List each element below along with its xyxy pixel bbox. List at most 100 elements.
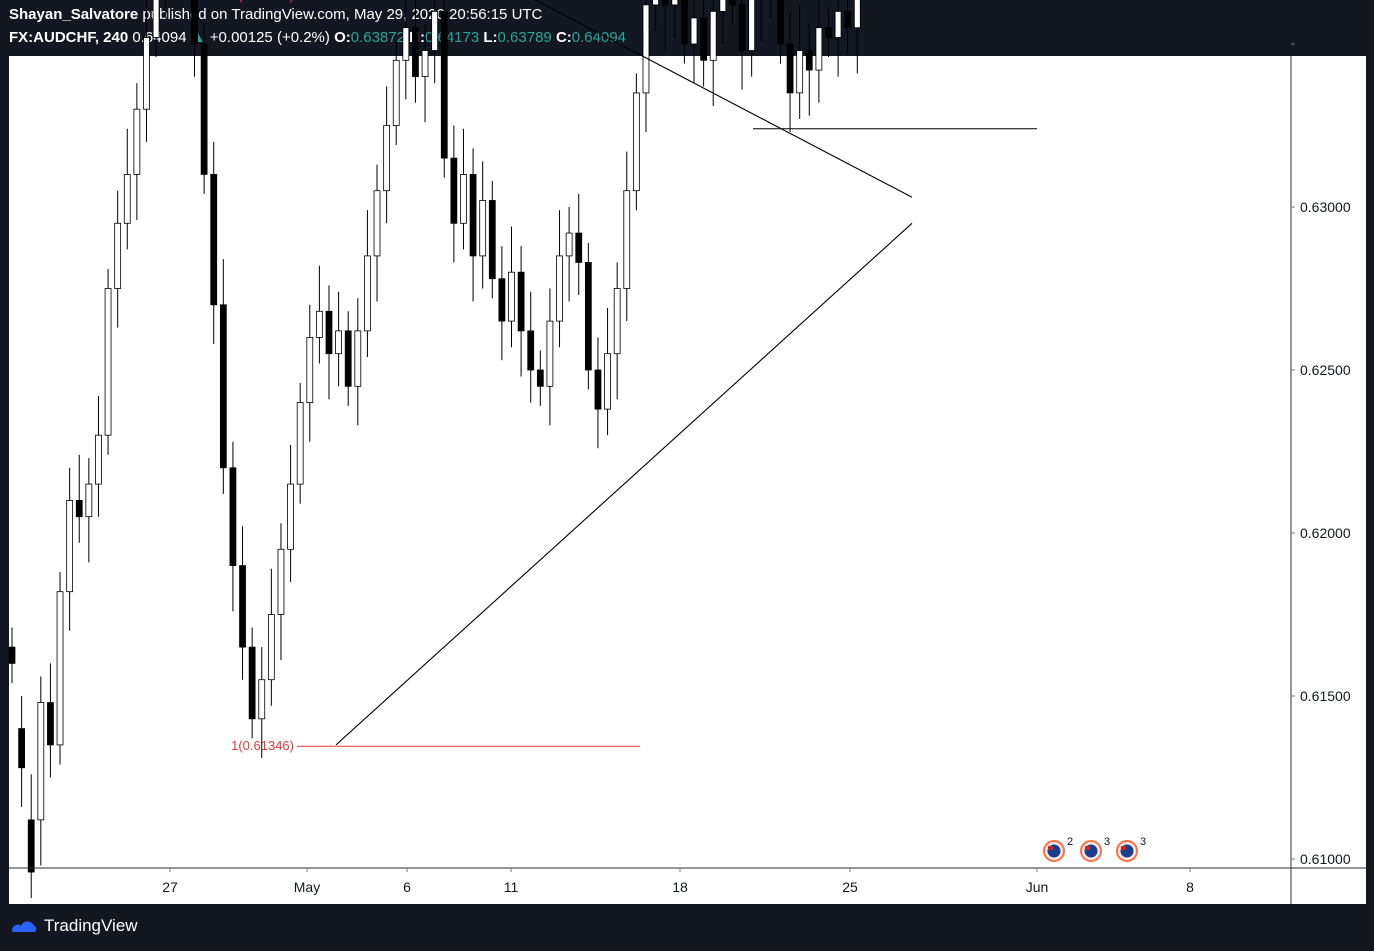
price-axis[interactable] <box>1291 56 1366 868</box>
candle[interactable] <box>508 271 515 322</box>
candle[interactable] <box>47 702 54 746</box>
candle[interactable] <box>8 646 16 664</box>
candle[interactable] <box>517 271 525 332</box>
candle[interactable] <box>536 369 544 387</box>
y-tick-label: 0.63500 <box>1300 36 1351 52</box>
low-label: L: <box>483 29 498 46</box>
candle[interactable] <box>748 0 756 51</box>
candle[interactable] <box>383 125 391 192</box>
event-marker[interactable]: 2 <box>1043 836 1073 862</box>
candle[interactable] <box>191 0 198 45</box>
candle[interactable] <box>143 37 150 110</box>
candle[interactable] <box>123 173 131 224</box>
candle[interactable] <box>671 0 679 6</box>
candle[interactable] <box>777 0 784 45</box>
plot-area[interactable] <box>9 56 1291 868</box>
candle[interactable] <box>210 173 218 306</box>
flag-union-mark <box>1085 846 1090 850</box>
candle[interactable] <box>37 702 45 821</box>
candle[interactable] <box>729 0 736 6</box>
candle[interactable] <box>18 728 25 769</box>
time-axis[interactable] <box>9 868 1366 904</box>
candle[interactable] <box>700 17 707 61</box>
candle[interactable] <box>239 565 246 648</box>
candle[interactable] <box>316 310 323 338</box>
candle[interactable] <box>709 10 717 61</box>
symbol-label[interactable]: FX:AUDCHF, 240 <box>9 29 129 46</box>
candle[interactable] <box>200 43 208 175</box>
candle[interactable] <box>229 467 237 566</box>
event-marker[interactable]: 3 <box>1080 836 1110 862</box>
candle[interactable] <box>133 108 141 175</box>
candle[interactable] <box>344 330 352 387</box>
candle[interactable] <box>584 262 592 371</box>
candle[interactable] <box>556 255 563 322</box>
candle[interactable] <box>258 679 266 720</box>
candle[interactable] <box>152 0 160 38</box>
candle[interactable] <box>104 288 112 436</box>
candle[interactable] <box>498 278 506 322</box>
candle[interactable] <box>440 10 448 159</box>
candle[interactable] <box>604 353 611 410</box>
candle[interactable] <box>66 499 74 593</box>
candle[interactable] <box>546 320 554 387</box>
candle[interactable] <box>114 222 122 289</box>
trendline[interactable] <box>335 222 913 746</box>
candle[interactable] <box>565 232 573 257</box>
candle[interactable] <box>431 10 439 51</box>
event-marker[interactable]: 3 <box>1116 836 1146 862</box>
candle[interactable] <box>296 402 304 485</box>
candle[interactable] <box>844 10 852 29</box>
candle[interactable] <box>421 50 429 78</box>
candle[interactable] <box>623 190 631 289</box>
candle[interactable] <box>277 548 285 615</box>
candle[interactable] <box>56 591 64 746</box>
candle[interactable] <box>248 646 256 720</box>
candle[interactable] <box>661 0 669 6</box>
candle[interactable] <box>786 43 794 94</box>
candle[interactable] <box>75 499 83 518</box>
candle[interactable] <box>402 27 410 61</box>
candle[interactable] <box>738 4 746 51</box>
candle[interactable] <box>834 10 842 38</box>
candle[interactable] <box>575 232 583 263</box>
candle[interactable] <box>825 27 832 38</box>
candle[interactable] <box>219 304 227 469</box>
candle[interactable] <box>306 336 314 403</box>
author-name[interactable]: Shayan_Salvatore <box>9 6 139 23</box>
candle[interactable] <box>681 0 688 45</box>
candle[interactable] <box>594 369 602 410</box>
candle[interactable] <box>652 0 659 6</box>
candle[interactable] <box>642 4 650 94</box>
candle[interactable] <box>853 0 861 29</box>
candle[interactable] <box>815 27 823 71</box>
candle[interactable] <box>719 0 727 12</box>
candle[interactable] <box>412 27 419 78</box>
footer-brand[interactable]: TradingView <box>10 916 138 936</box>
candle[interactable] <box>392 59 400 126</box>
candle[interactable] <box>85 483 93 518</box>
candle[interactable] <box>805 50 813 71</box>
candle[interactable] <box>613 288 621 355</box>
candle[interactable] <box>527 330 535 371</box>
y-tick-label: 0.62500 <box>1300 362 1351 378</box>
candle[interactable] <box>364 255 371 332</box>
candle[interactable] <box>27 819 35 873</box>
candle[interactable] <box>479 200 487 257</box>
candle[interactable] <box>335 330 342 355</box>
candle[interactable] <box>469 173 477 257</box>
candle[interactable] <box>354 330 362 387</box>
candle[interactable] <box>450 157 458 224</box>
candle[interactable] <box>267 614 275 681</box>
candle[interactable] <box>287 483 294 550</box>
candle[interactable] <box>373 190 381 257</box>
candle[interactable] <box>95 434 102 485</box>
candle[interactable] <box>325 310 333 355</box>
candle[interactable] <box>632 92 640 192</box>
trendline[interactable] <box>277 0 913 198</box>
candle[interactable] <box>460 173 467 224</box>
candle[interactable] <box>796 50 804 94</box>
candle[interactable] <box>690 17 698 45</box>
candle[interactable] <box>488 200 496 280</box>
